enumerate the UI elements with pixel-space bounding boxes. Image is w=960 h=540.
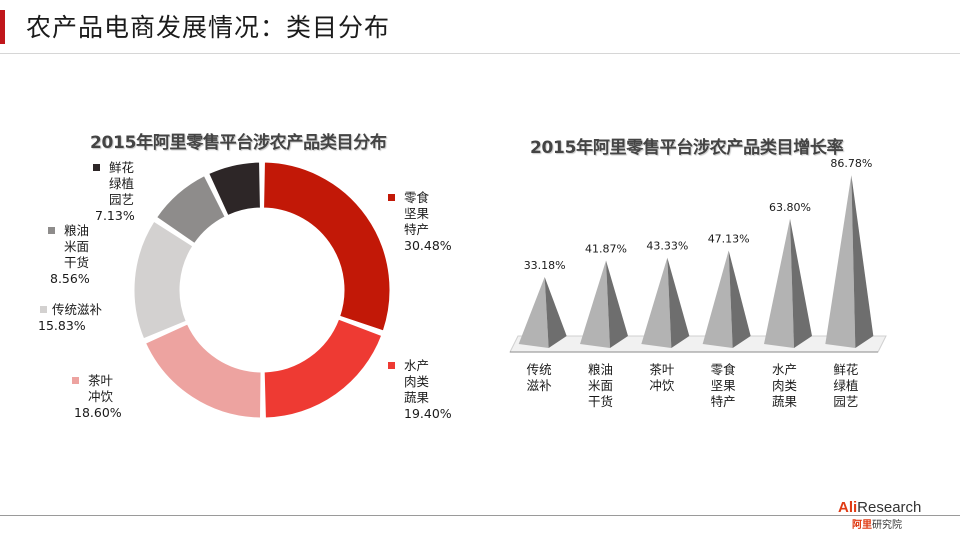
- legend-item: 零食 坚果 特产 30.48%: [388, 190, 452, 254]
- growth-pyramid-face: [728, 250, 751, 348]
- legend-swatch: [388, 194, 395, 201]
- logo-cn: 阿里研究院: [852, 516, 902, 531]
- growth-pyramid-face: [641, 257, 672, 348]
- legend-label: 茶叶 冲饮: [88, 373, 114, 404]
- growth-category-label: 粮油 米面 干货: [588, 362, 614, 409]
- donut-slice: [263, 161, 391, 332]
- donut-slice: [263, 318, 383, 419]
- title-accent-bar: [0, 10, 5, 44]
- legend-percent: 7.13%: [95, 208, 135, 223]
- legend-percent: 30.48%: [404, 238, 452, 253]
- growth-category-label: 水产 肉类 蔬果: [772, 362, 798, 409]
- legend-swatch: [93, 164, 100, 171]
- legend-label: 水产 肉类 蔬果: [404, 358, 430, 405]
- logo-cn-grey: 研究院: [872, 520, 902, 531]
- title-divider: [0, 53, 960, 54]
- logo-cn-red: 阿里: [852, 520, 872, 531]
- footer-divider: [0, 515, 960, 516]
- legend-label: 零食 坚果 特产: [404, 190, 430, 237]
- legend-swatch: [40, 306, 47, 313]
- growth-category-label: 鲜花 绿植 园艺: [833, 362, 859, 409]
- legend-label: 鲜花 绿植 园艺: [109, 160, 135, 207]
- legend-label: 传统滋补: [52, 302, 103, 317]
- legend-item: 传统滋补 15.83%: [38, 302, 103, 334]
- legend-swatch: [48, 227, 55, 234]
- growth-pyramid-face: [825, 175, 856, 348]
- growth-pyramid-face: [518, 276, 549, 348]
- growth-pyramid-face: [667, 257, 690, 348]
- growth-pyramid-face: [580, 260, 610, 348]
- legend-item: 茶叶 冲饮 18.60%: [72, 373, 122, 421]
- legend-item: 粮油 米面 干货 8.56%: [48, 223, 90, 287]
- growth-value-label: 43.33%: [646, 240, 688, 253]
- growth-pyramid-face: [851, 175, 874, 348]
- growth-chart-title: 2015年阿里零售平台涉农产品类目增长率: [530, 138, 844, 158]
- growth-value-label: 41.87%: [585, 242, 627, 255]
- logo-wordmark: AliResearch: [838, 499, 921, 516]
- legend-percent: 8.56%: [50, 271, 90, 286]
- legend-item: 鲜花 绿植 园艺 7.13%: [93, 160, 135, 224]
- donut-slice: [208, 161, 261, 217]
- growth-pyramid-face: [544, 276, 567, 348]
- growth-value-label: 63.80%: [769, 201, 811, 214]
- donut-chart-title: 2015年阿里零售平台涉农产品类目分布: [90, 133, 387, 153]
- logo-brand-b: Research: [857, 499, 922, 516]
- growth-category-label: 零食 坚果 特产: [710, 362, 736, 409]
- growth-category-label: 茶叶 冲饮: [649, 362, 675, 393]
- legend-item: 水产 肉类 蔬果 19.40%: [388, 358, 452, 422]
- growth-value-label: 86.78%: [830, 157, 872, 170]
- donut-slice: [133, 220, 194, 340]
- logo-brand-a: Ali: [838, 499, 858, 516]
- legend-percent: 19.40%: [404, 406, 452, 421]
- donut-slice: [155, 175, 226, 245]
- growth-pyramid-face: [606, 260, 628, 348]
- legend-swatch: [388, 362, 395, 369]
- growth-value-label: 47.13%: [708, 232, 750, 245]
- growth-pyramid-face: [790, 218, 812, 348]
- growth-pyramid-face: [702, 250, 733, 348]
- growth-category-label: 传统 滋补: [526, 362, 552, 393]
- slide-title: 农产品电商发展情况：类目分布: [26, 13, 391, 42]
- donut-slice: [144, 323, 262, 419]
- growth-value-label: 33.18%: [524, 259, 566, 272]
- growth-pyramid-face: [764, 218, 794, 348]
- legend-percent: 15.83%: [38, 318, 86, 333]
- aliresearch-logo: AliResearch 阿里研究院: [838, 499, 948, 533]
- legend-label: 粮油 米面 干货: [64, 223, 90, 270]
- legend-swatch: [72, 377, 79, 384]
- legend-percent: 18.60%: [74, 405, 122, 420]
